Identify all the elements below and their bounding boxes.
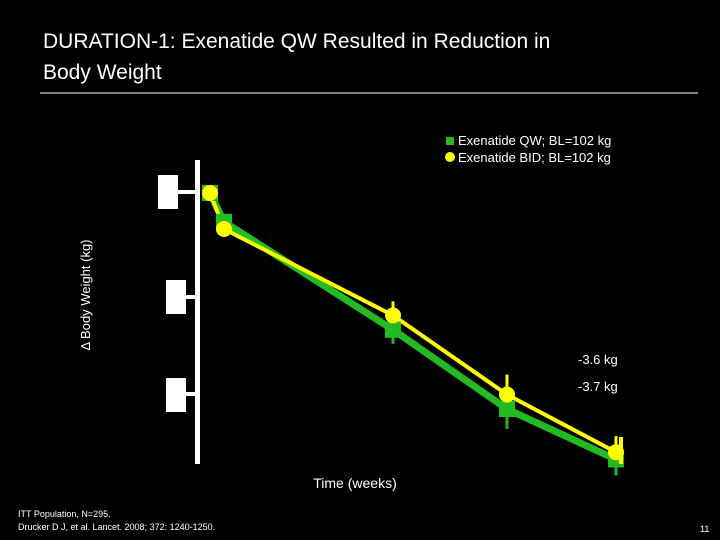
data-point-bid: [499, 386, 515, 403]
data-point-bid: [216, 221, 232, 237]
slide-title: DURATION-1: Exenatide QW Resulted in Red…: [43, 26, 683, 88]
y-tick-label-box: [158, 175, 178, 209]
legend-label-qw: Exenatide QW; BL=102 kg: [458, 133, 611, 148]
data-point-qw: [385, 321, 401, 338]
series-line-bid: [208, 192, 617, 454]
annotation-qw-final: -3.7 kg: [578, 379, 618, 394]
data-point-bid: [202, 185, 218, 201]
legend-square-icon: [446, 137, 454, 145]
legend-circle-icon: [445, 152, 455, 162]
footnote: ITT Population, N=295. Drucker D J, et a…: [18, 508, 215, 534]
y-axis-label: Δ Body Weight (kg): [78, 239, 93, 350]
legend-label-bid: Exenatide BID; BL=102 kg: [458, 150, 611, 165]
y-tick-mark: [186, 392, 195, 396]
footnote-citation: Drucker D J, et al. Lancet. 2008; 372: 1…: [18, 522, 216, 532]
footnote-population: ITT Population, N=295.: [18, 509, 111, 519]
data-point-bid: [385, 307, 401, 324]
y-tick-label-box: [166, 378, 186, 412]
title-line-2: Body Weight: [43, 61, 162, 84]
y-axis-line: [195, 160, 200, 464]
annotations: -3.6 kg -3.7 kg: [578, 352, 618, 394]
data-point-qw: [499, 401, 515, 417]
legend: Exenatide QW; BL=102 kg Exenatide BID; B…: [445, 133, 611, 165]
y-tick-mark: [186, 295, 195, 299]
y-tick-mark: [178, 190, 195, 194]
y-axis: [158, 160, 200, 464]
annotation-bid-final: -3.6 kg: [578, 352, 618, 367]
title-divider: [40, 92, 698, 94]
plot-area: [202, 185, 624, 476]
x-axis-label: Time (weeks): [313, 475, 397, 491]
y-tick-label-box: [166, 280, 186, 314]
page-number: 11: [700, 524, 710, 534]
title-line-1: DURATION-1: Exenatide QW Resulted in Red…: [43, 30, 551, 53]
